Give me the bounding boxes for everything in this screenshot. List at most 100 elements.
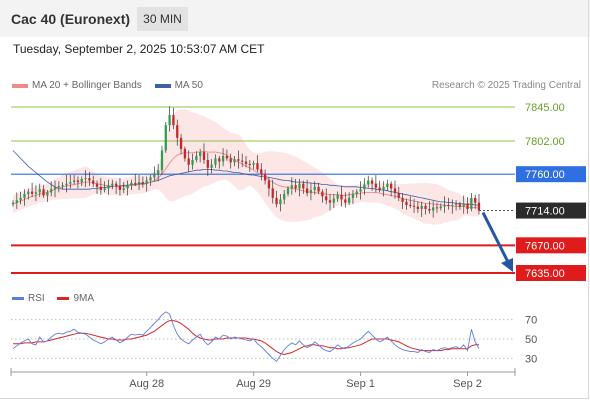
candle-body (313, 186, 316, 190)
candle-body (160, 150, 164, 171)
candle-body (164, 125, 167, 151)
candle-body (225, 156, 229, 159)
candle-body (241, 160, 244, 162)
candle-body (126, 185, 129, 189)
candle-body (351, 193, 355, 198)
candle-body (137, 182, 141, 184)
rsi-tick-30: 30 (525, 353, 537, 365)
candle-body (298, 183, 301, 189)
rsi-panel: 70 50 30 (11, 311, 537, 365)
candle-body (443, 205, 446, 207)
candle-body (99, 186, 102, 190)
candle-body (191, 159, 194, 165)
candle-body (199, 152, 202, 157)
candle-body (179, 137, 183, 149)
candle-body (447, 205, 450, 207)
candle-body (344, 199, 347, 203)
candle-body (397, 193, 400, 198)
bollinger-band (13, 109, 479, 225)
candle-body (214, 158, 217, 165)
candle-body (386, 183, 389, 187)
candle-body (206, 159, 209, 168)
candle-body (210, 164, 213, 168)
ma20-legend-label: MA 20 + Bollinger Bands (32, 80, 142, 91)
level-label-7670.00-bg (516, 237, 586, 254)
candle-body (107, 185, 110, 189)
candle-body (122, 188, 125, 190)
candle-body (374, 183, 378, 188)
candle-body (412, 205, 416, 207)
level-label-7714.00: 7714.00 (525, 206, 565, 218)
candle-body (367, 180, 370, 185)
rsi-legend-label: RSI (28, 293, 45, 304)
x-tick-label: Aug 28 (129, 378, 164, 390)
forecast-arrow-head (501, 258, 513, 272)
candle-body (420, 205, 423, 209)
instrument-title: Cac 40 (Euronext) (11, 11, 131, 27)
x-axis: Aug 28 Aug 29 Sep 1 Sep 2 (10, 368, 516, 390)
candle-body (237, 159, 240, 161)
candle-body (30, 191, 34, 194)
candle-body (393, 188, 397, 194)
candle-body (202, 152, 206, 160)
candle-body (321, 191, 324, 197)
candle-body (118, 186, 122, 190)
candle-body (157, 170, 160, 175)
level-label-7714.00-bg (516, 202, 586, 219)
candle-body (244, 161, 248, 164)
candle-body (470, 197, 473, 209)
candle-body (88, 178, 91, 181)
rsi-ma-swatch (57, 297, 70, 300)
candle-body (275, 197, 278, 205)
candle-body (263, 174, 267, 181)
candle-body (187, 158, 190, 165)
candle-body (80, 178, 83, 183)
candle-body (19, 197, 22, 201)
candle-body (260, 169, 263, 175)
candle-body (305, 188, 309, 194)
candle-body (15, 200, 18, 203)
level-label-7802.00: 7802.00 (525, 136, 565, 148)
rsi-ma-legend-label: 9MA (73, 293, 95, 304)
rsi-ma-line (13, 320, 479, 356)
candle-body (218, 158, 221, 162)
candle-body (53, 186, 57, 190)
candle-body (134, 182, 137, 184)
candle-body (401, 197, 404, 202)
level-label-7760.00-bg (516, 166, 586, 183)
research-credit: Research © 2025 Trading Central (431, 80, 581, 91)
level-labels-layer: 7845.00 7802.00 7760.00 7714.00 7670.00 7635.… (516, 102, 586, 281)
candle-body (405, 201, 408, 206)
candle-body (145, 180, 148, 184)
ma50-line (12, 150, 479, 206)
candle-body (294, 185, 297, 189)
candle-body (378, 187, 381, 190)
ma20-swatch (12, 83, 28, 88)
rsi-tick-70: 70 (525, 315, 537, 327)
candle-body (347, 197, 351, 203)
candle-body (46, 192, 49, 196)
candles-layer (11, 106, 481, 218)
candle-body (130, 182, 133, 186)
candle-body (340, 194, 343, 200)
candle-body (332, 198, 335, 203)
candle-body (267, 180, 271, 189)
candle-body (279, 199, 282, 205)
candle-body (363, 184, 366, 190)
x-tick-label: Sep 1 (346, 378, 375, 390)
rsi-tick-50: 50 (525, 334, 537, 346)
level-lines-layer (11, 106, 515, 274)
candle-body (454, 204, 458, 206)
candle-body (149, 177, 152, 181)
rsi-swatch (12, 297, 24, 300)
timeframe-badge[interactable]: 30 MIN (137, 7, 188, 31)
candle-body (42, 189, 45, 196)
candle-body (252, 163, 255, 165)
candle-body (451, 205, 454, 207)
candle-body (195, 156, 198, 160)
candle-body (439, 206, 442, 209)
level-label-7635.00-bg (516, 265, 586, 281)
candle-body (61, 185, 64, 187)
candle-body (141, 182, 145, 184)
candle-body (462, 203, 465, 207)
